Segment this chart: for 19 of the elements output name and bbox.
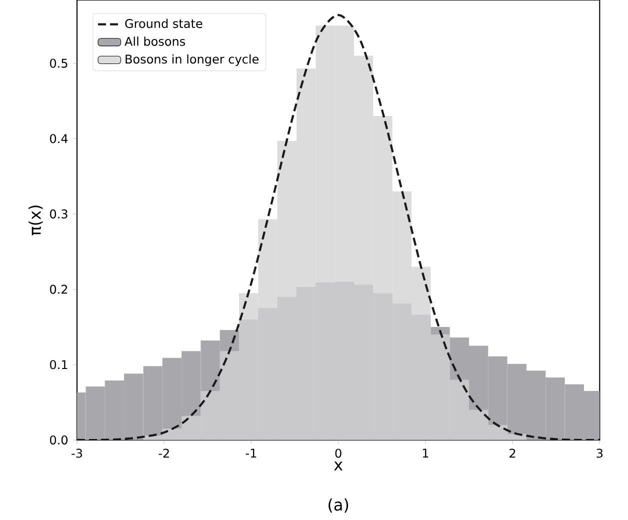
legend-label: All bosons: [124, 36, 186, 46]
y-axis-title: π(x): [28, 206, 43, 236]
x-tick-label: -1: [246, 448, 256, 458]
y-tick-label: 0.0: [50, 435, 68, 445]
y-tick-label: 0.4: [50, 134, 68, 144]
y-tick-label: 0.1: [50, 360, 68, 370]
x-tick-label: -2: [158, 448, 169, 458]
y-tick-label: 0.5: [50, 58, 68, 68]
x-axis-title: x: [334, 462, 343, 470]
x-tick-label: 3: [596, 448, 603, 458]
text: (a): [328, 498, 348, 513]
legend-label: Bosons in longer cycle: [126, 54, 259, 66]
y-tick-label: 0.3: [50, 209, 68, 218]
x-tick-label: -3: [72, 448, 82, 458]
y-tick-label: 0.2: [50, 284, 68, 294]
x-tick-label: 2: [510, 448, 516, 458]
legend-label: Ground state: [125, 18, 202, 28]
x-tick-label: 0: [335, 448, 342, 458]
x-tick-label: 1: [422, 448, 428, 458]
